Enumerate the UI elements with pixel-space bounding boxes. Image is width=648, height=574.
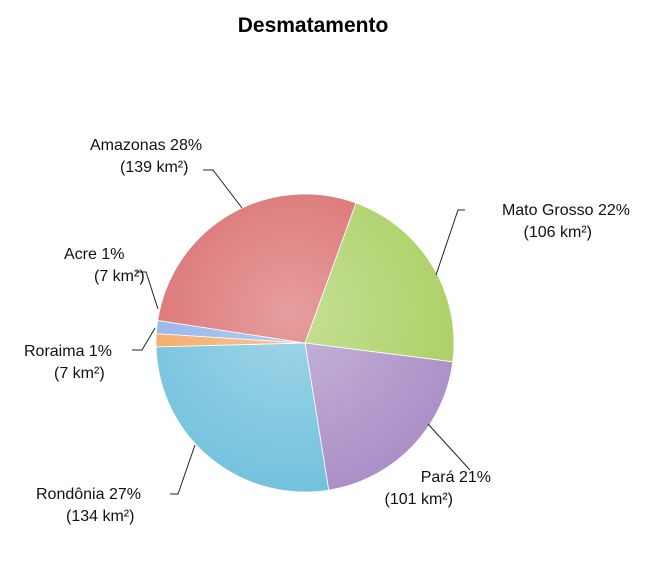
data-label: Mato Grosso 22% (106 km²) — [502, 202, 630, 241]
data-label-name: Acre 1% — [64, 246, 124, 263]
leader-line — [203, 169, 243, 209]
data-label: Pará 21% (101 km²) — [385, 469, 491, 508]
data-label-value: (7 km²) — [54, 365, 105, 382]
leader-line — [435, 209, 465, 276]
leader-line — [427, 423, 471, 471]
pie-slice-rond-nia — [155, 342, 330, 493]
data-label-value: (139 km²) — [120, 159, 188, 176]
data-label-name: Pará 21% — [421, 469, 491, 486]
data-label-name: Amazonas 28% — [90, 137, 202, 154]
data-label: Amazonas 28% (139 km²) — [90, 137, 202, 176]
data-label-name: Roraima 1% — [24, 343, 112, 360]
data-label: Roraima 1% (7 km²) — [24, 343, 112, 382]
data-label-value: (7 km²) — [94, 268, 145, 285]
leader-line — [170, 444, 196, 495]
data-label-name: Mato Grosso 22% — [502, 202, 630, 219]
data-label-value: (106 km²) — [524, 224, 592, 241]
data-label-name: Rondônia 27% — [36, 486, 141, 503]
data-label: Acre 1% (7 km²) — [64, 246, 145, 285]
data-label-value: (101 km²) — [385, 491, 453, 508]
leader-line — [136, 271, 159, 310]
data-label-value: (134 km²) — [66, 508, 134, 525]
chart-title: Desmatamento — [237, 14, 389, 37]
leader-line — [132, 327, 156, 351]
data-label: Rondônia 27% (134 km²) — [36, 486, 141, 525]
